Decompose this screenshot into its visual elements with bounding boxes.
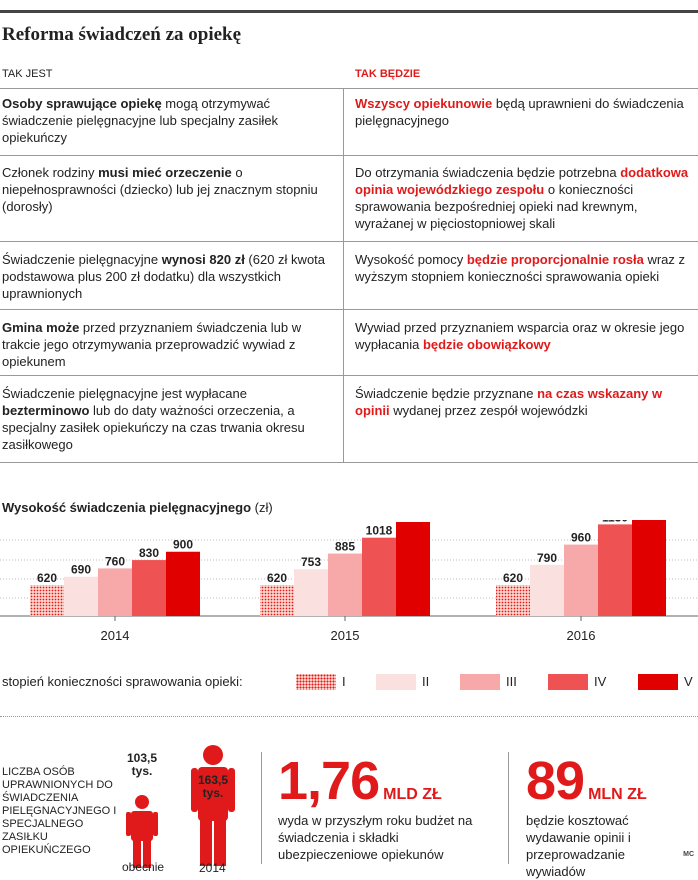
- beneficiaries-now-label: obecnie: [122, 860, 165, 874]
- beneficiaries-2014-label: 2014: [199, 861, 226, 875]
- budget-stat: 1,76 MLD ZŁ: [278, 751, 442, 811]
- row-divider: [0, 375, 698, 376]
- bar-chart: 620 690 760 830 900 2014 620 753 885 1018 1150 2015…: [0, 520, 698, 643]
- bar-2014-IV: [132, 560, 166, 616]
- bar-value-label: 1130: [602, 520, 628, 524]
- bar-value-label: 620: [37, 571, 57, 585]
- column-divider: [343, 88, 344, 462]
- person-figure-2014: [191, 745, 235, 866]
- bar-value-label: 900: [173, 538, 193, 552]
- legend-swatch-I: [296, 674, 336, 690]
- column-header-current: TAK JEST: [2, 68, 53, 80]
- bar-2014-I: [30, 585, 64, 616]
- bar-value-label: 885: [335, 540, 355, 554]
- legend-swatch-III: [460, 674, 500, 690]
- bar-2016-IV: [598, 524, 632, 616]
- beneficiaries-label: LICZBA OSÓB UPRAWNIONYCH DO ŚWIADCZENIA …: [2, 766, 117, 856]
- bar-2016-III: [564, 544, 598, 616]
- bar-value-label: 620: [503, 571, 523, 585]
- bar-2015-III: [328, 553, 362, 616]
- x-tick-label: 2016: [567, 628, 596, 643]
- bar-value-label: 1018: [366, 524, 393, 538]
- bar-value-label: 830: [139, 546, 159, 560]
- row-3-future: Wysokość pomocy będzie proporcjonalnie r…: [355, 252, 686, 284]
- top-rule: [0, 10, 698, 13]
- chart-legend: stopień konieczności sprawowania opieki:…: [2, 668, 698, 692]
- bar-value-label: 753: [301, 555, 321, 569]
- legend-label-II: II: [422, 674, 430, 689]
- bar-2015-IV: [362, 537, 396, 616]
- bar-2016-V: [632, 520, 666, 616]
- stat-divider: [508, 752, 509, 864]
- x-tick-label: 2014: [101, 628, 130, 643]
- column-header-future: TAK BĘDZIE: [355, 68, 421, 80]
- bar-2015-V: [396, 521, 430, 616]
- author-credit: MC: [683, 851, 694, 858]
- row-2-future: Do otrzymania świadczenia będzie potrzeb…: [355, 165, 689, 231]
- section-divider: [0, 716, 698, 717]
- bar-value-label: 620: [267, 571, 287, 585]
- budget-stat-text: wyda w przyszłym roku budżet na świadcze…: [278, 813, 473, 862]
- row-5-current: Świadczenie pielęgnacyjne jest wypłacane…: [2, 386, 305, 452]
- bar-value-label: 960: [571, 531, 591, 545]
- row-1-current: Osoby sprawujące opiekę mogą otrzymywać …: [2, 96, 279, 145]
- legend-swatch-IV: [548, 674, 588, 690]
- bar-2014-III: [98, 568, 132, 616]
- bar-2014-II: [64, 576, 98, 616]
- bar-value-label: 760: [105, 554, 125, 568]
- bar-value-label: 790: [537, 551, 557, 565]
- legend-label-IV: IV: [594, 674, 607, 689]
- row-3-current: Świadczenie pielęgnacyjne wynosi 820 zł …: [2, 252, 326, 301]
- legend-label-I: I: [342, 674, 346, 689]
- bar-2015-II: [294, 569, 328, 616]
- row-divider: [0, 241, 698, 242]
- row-2-current: Członek rodziny musi mieć orzeczenie o n…: [2, 165, 318, 214]
- bar-value-label: 1150: [400, 520, 426, 522]
- x-tick-label: 2015: [331, 628, 360, 643]
- table-bottom-divider: [0, 462, 698, 463]
- stat-divider: [261, 752, 262, 864]
- row-4-future: Wywiad przed przyznaniem wsparcia oraz w…: [355, 320, 685, 352]
- cost-stat-text: będzie kosztować wydawanie opinii i prze…: [526, 813, 631, 879]
- bar-2016-I: [496, 585, 530, 616]
- legend-label-III: III: [506, 674, 517, 689]
- bar-value-label: 690: [71, 563, 91, 577]
- row-4-current: Gmina może przed przyznaniem świadczenia…: [2, 320, 302, 369]
- row-5-future: Świadczenie będzie przyznane na czas wsk…: [355, 386, 663, 418]
- bar-2016-II: [530, 564, 564, 616]
- row-1-future: Wszyscy opiekunowie będą uprawnieni do ś…: [355, 96, 684, 128]
- cost-stat: 89 MLN ZŁ: [526, 751, 647, 811]
- row-divider: [0, 309, 698, 310]
- legend-swatch-II: [376, 674, 416, 690]
- bar-2015-I: [260, 585, 294, 616]
- bar-2014-V: [166, 551, 200, 616]
- legend-swatch-V: [638, 674, 678, 690]
- legend-label-V: V: [684, 674, 693, 689]
- person-figure-now: [126, 795, 158, 868]
- legend-title: stopień konieczności sprawowania opieki:: [2, 674, 243, 689]
- page-title: Reforma świadczeń za opiekę: [2, 24, 242, 45]
- beneficiaries-now-value: 103,5 tys.: [126, 751, 158, 778]
- chart-title: Wysokość świadczenia pielęgnacyjnego (zł…: [2, 500, 273, 515]
- header-divider: [0, 88, 698, 89]
- beneficiaries-2014-value: 163,5 tys.: [197, 773, 229, 800]
- row-divider: [0, 155, 698, 156]
